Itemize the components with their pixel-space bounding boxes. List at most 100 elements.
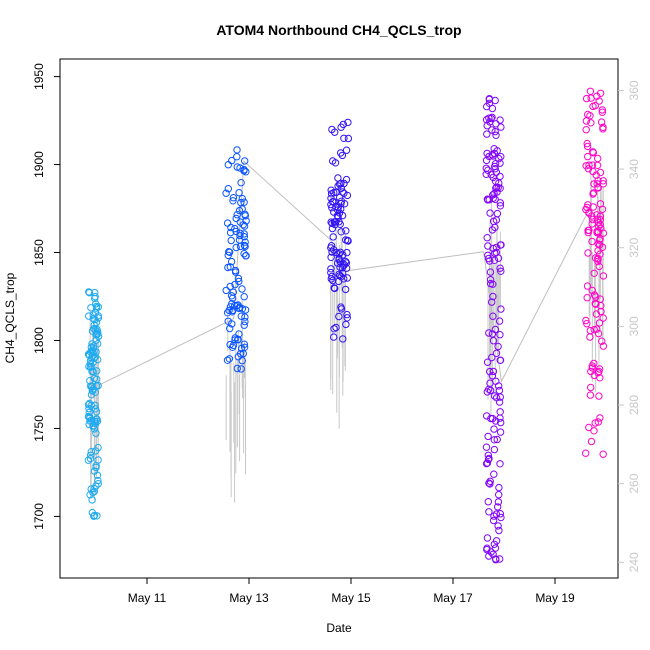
data-point — [93, 375, 101, 383]
data-point — [485, 508, 493, 516]
data-point — [92, 318, 101, 327]
data-point — [492, 510, 501, 518]
data-point — [591, 254, 600, 262]
data-point — [590, 427, 598, 435]
data-point — [491, 195, 499, 204]
data-point — [488, 226, 497, 234]
data-point — [227, 257, 236, 266]
data-point — [491, 223, 499, 232]
data-point — [599, 314, 607, 322]
data-point — [239, 221, 247, 229]
data-point — [236, 350, 245, 358]
y-axis-right: 240 260 280 300 320 340 360 — [618, 80, 641, 572]
data-point — [485, 552, 493, 560]
altitude-line — [90, 160, 587, 386]
data-point — [337, 179, 345, 188]
data-point — [338, 264, 347, 272]
data-point — [490, 445, 499, 454]
data-point — [335, 270, 343, 279]
data-point — [484, 455, 493, 464]
data-point — [233, 301, 241, 310]
data-point — [486, 268, 495, 276]
data-point — [496, 199, 504, 207]
data-point — [489, 550, 497, 558]
data-point — [231, 266, 240, 275]
data-point — [596, 414, 604, 422]
data-point — [589, 203, 597, 211]
data-point — [588, 362, 596, 370]
data-point — [87, 304, 95, 312]
data-point — [327, 275, 335, 283]
data-point — [236, 229, 244, 238]
data-point — [229, 288, 238, 296]
data-point — [337, 197, 346, 205]
y2-tick-label: 340 — [627, 159, 641, 179]
data-point — [594, 177, 602, 185]
data-point — [583, 294, 591, 302]
data-point — [327, 265, 335, 273]
data-point — [589, 102, 597, 111]
data-point — [225, 306, 233, 315]
data-point — [87, 356, 95, 365]
data-point — [482, 443, 491, 451]
data-point — [497, 123, 505, 131]
data-point — [486, 386, 495, 395]
plot-border — [59, 58, 619, 579]
data-point — [595, 392, 603, 400]
data-point — [335, 312, 343, 321]
y-tick-label: 1750 — [32, 415, 46, 442]
data-point — [494, 503, 502, 511]
data-point — [234, 274, 243, 283]
data-point — [483, 102, 491, 111]
data-point — [237, 312, 246, 320]
data-point — [89, 422, 97, 430]
data-point — [224, 161, 233, 169]
data-point — [337, 305, 346, 313]
data-point — [592, 293, 600, 301]
data-point — [84, 401, 93, 409]
data-point — [222, 286, 230, 295]
data-point — [240, 222, 249, 230]
y2-tick-label: 300 — [627, 316, 641, 336]
data-point — [240, 340, 249, 348]
data-point — [595, 262, 603, 271]
data-point — [331, 128, 339, 136]
data-point — [85, 408, 94, 417]
data-point — [487, 548, 495, 556]
data-point — [596, 212, 605, 221]
data-point — [92, 304, 101, 312]
data-point — [595, 319, 604, 327]
data-point — [241, 317, 249, 326]
data-point — [229, 197, 237, 205]
data-point — [486, 480, 494, 488]
data-point — [338, 188, 347, 196]
data-point — [342, 175, 351, 184]
data-point — [225, 355, 234, 363]
data-point — [492, 537, 501, 545]
data-point — [485, 329, 493, 337]
data-point — [327, 218, 335, 226]
data-point — [241, 157, 249, 165]
data-point — [596, 250, 604, 258]
data-point — [228, 320, 236, 328]
data-point — [339, 120, 347, 129]
data-point — [339, 251, 347, 259]
data-point — [92, 348, 100, 356]
data-point — [91, 292, 99, 301]
data-point — [338, 211, 347, 220]
y-axis-label: CH4_QCLS_trop — [3, 272, 17, 363]
data-point — [495, 398, 504, 406]
data-point — [337, 228, 345, 236]
data-point — [232, 214, 240, 223]
data-point — [496, 460, 504, 468]
data-point — [484, 451, 492, 459]
data-point — [594, 247, 602, 255]
data-point — [92, 415, 101, 423]
data-point — [593, 92, 601, 100]
data-point — [240, 230, 248, 238]
data-point — [90, 487, 99, 496]
data-point — [87, 448, 96, 456]
data-point — [241, 212, 250, 220]
data-point — [490, 436, 498, 444]
data-point — [222, 189, 230, 197]
